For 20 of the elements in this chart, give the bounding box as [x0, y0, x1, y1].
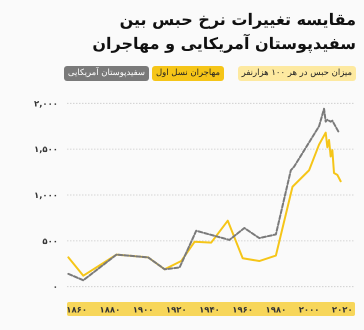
y-tick-label: ۰ [52, 282, 58, 293]
chart-title: مقایسه تغییرات نرخ حبس بین سفیدپوستان آمریکایی و مهاجران [91, 9, 356, 55]
y-axis-title: میزان حبس در هر ۱۰۰ هزارنفر [238, 66, 356, 81]
x-tick-label: ۱۸۶۰ [66, 306, 88, 316]
x-tick-label: ۱۹۰۰ [132, 306, 154, 316]
text: سفیدپوستان آمریکایی [64, 66, 149, 81]
line-series [67, 108, 340, 282]
text: مهاجران نسل اول [152, 66, 224, 81]
x-tick-label: ۱۹۶۰ [232, 306, 254, 316]
y-tick-label: ۲,۰۰۰ [34, 99, 58, 110]
x-tick-label: ۱۹۸۰ [266, 306, 286, 316]
y-tick-label: ۱,۰۰۰ [34, 191, 58, 201]
x-tick-label: ۱۹۴۰ [199, 306, 220, 316]
x-tick-label: ۲۰۰۰ [298, 306, 320, 316]
y-tick-label: ۱,۵۰۰ [34, 145, 58, 156]
y-tick-label: ۵۰۰ [42, 236, 58, 247]
line-series [67, 132, 342, 277]
x-tick-label: ۱۹۲۰ [166, 306, 187, 316]
x-tick-label: ۲۰۲۰ [332, 306, 353, 316]
x-tick-label: ۱۸۸۰ [100, 306, 120, 316]
